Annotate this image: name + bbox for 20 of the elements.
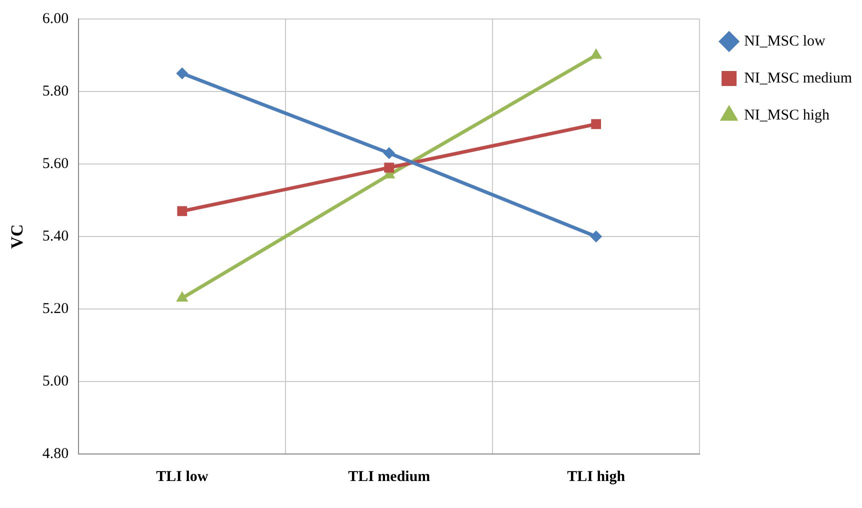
y-tick-label: 5.80	[42, 83, 69, 100]
y-tick-label: 5.60	[42, 156, 69, 172]
legend-label: NI_MSC medium	[744, 70, 852, 86]
y-tick-label: 4.80	[42, 446, 69, 462]
x-tick-label: TLI medium	[348, 468, 431, 485]
point	[383, 147, 396, 160]
y-tick-label: 5.00	[42, 373, 69, 390]
legend-label: NI_MSC low	[744, 33, 826, 50]
point	[176, 67, 188, 80]
point	[591, 119, 602, 130]
x-tick-label: TLI low	[156, 468, 208, 485]
y-tick-label: 5.20	[42, 300, 69, 317]
x-tick-label: TLI high	[567, 468, 626, 485]
point	[177, 206, 188, 216]
point	[384, 162, 394, 173]
y-axis-title: VC	[8, 224, 27, 249]
y-tick-label: 6.00	[42, 10, 69, 27]
y-tick-label: 5.40	[42, 228, 69, 244]
point	[590, 230, 602, 242]
legend-label: NI_MSC high	[744, 107, 830, 124]
